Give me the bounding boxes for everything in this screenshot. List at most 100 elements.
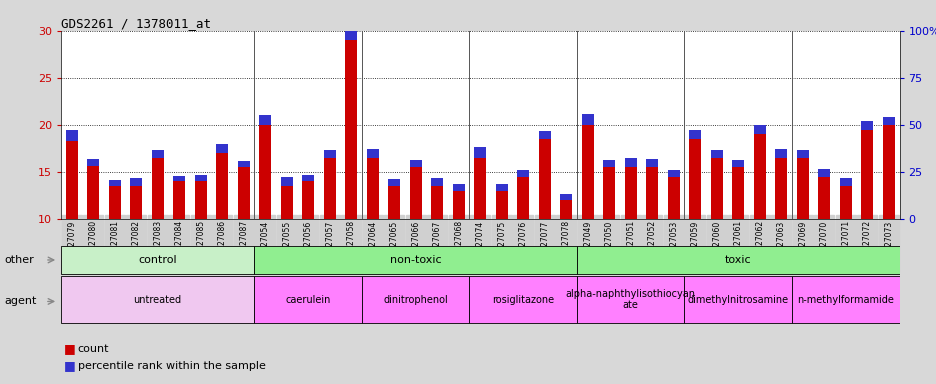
Bar [817,177,829,219]
Text: other: other [5,255,35,265]
Bar [259,115,271,125]
Text: percentile rank within the sample: percentile rank within the sample [78,361,266,371]
Bar [860,129,872,219]
Bar [238,167,249,219]
Bar [61,247,255,274]
Bar [577,247,899,274]
Bar [753,134,765,219]
Bar [753,125,765,134]
Text: non-toxic: non-toxic [389,255,441,265]
Bar [667,177,679,219]
Bar [581,114,593,125]
Bar [66,129,78,141]
Bar [667,170,679,177]
Bar [255,276,361,323]
Bar [216,144,227,153]
Bar [882,125,894,219]
Text: GDS2261 / 1378011_at: GDS2261 / 1378011_at [61,17,211,30]
Bar [689,131,700,139]
Bar [774,149,786,158]
Text: untreated: untreated [134,295,182,305]
Bar [710,150,722,158]
Bar [87,159,99,166]
Bar [344,40,357,219]
Bar [817,169,829,177]
Bar [517,170,529,177]
Text: rosiglitazone: rosiglitazone [491,295,554,305]
Bar [302,175,314,181]
Bar [366,149,378,158]
Bar [517,177,529,219]
Bar [732,167,743,219]
Bar [281,177,292,186]
Text: count: count [78,344,110,354]
Bar [495,191,507,219]
Bar [195,181,206,219]
Bar [195,175,206,181]
Bar [646,159,657,167]
Bar [710,158,722,219]
Text: control: control [139,255,177,265]
Bar [839,179,851,186]
Bar [366,158,378,219]
Bar [361,276,469,323]
Bar [344,26,357,40]
Bar [860,121,872,129]
Bar [216,153,227,219]
Bar [66,141,78,219]
Text: n-methylformamide: n-methylformamide [797,295,893,305]
Text: agent: agent [5,296,37,306]
Bar [624,167,636,219]
Bar [603,160,615,167]
Bar [774,158,786,219]
Bar [624,158,636,167]
Bar [388,179,400,186]
Bar [646,167,657,219]
Text: caerulein: caerulein [285,295,330,305]
Bar [495,184,507,191]
Bar [259,125,271,219]
Bar [255,247,577,274]
Bar [173,175,185,181]
Bar [324,150,335,158]
Bar [538,139,550,219]
Bar [238,162,249,167]
Bar [130,179,142,186]
Bar [281,186,292,219]
Bar [409,167,421,219]
Bar [538,131,550,139]
Bar [882,117,894,125]
Text: dinitrophenol: dinitrophenol [383,295,447,305]
Bar [796,158,808,219]
Bar [409,160,421,167]
Bar [603,167,615,219]
Bar [61,276,255,323]
Bar [431,186,443,219]
Bar [302,181,314,219]
Bar [452,184,464,191]
Bar [791,276,899,323]
Bar [560,200,572,219]
Bar [684,276,791,323]
Bar [581,125,593,219]
Text: alpha-naphthylisothiocyan
ate: alpha-naphthylisothiocyan ate [565,289,695,310]
Text: ■: ■ [64,359,76,372]
Bar [152,150,164,158]
Bar [87,166,99,219]
Bar [796,150,808,158]
Bar [109,186,121,219]
Bar [173,181,185,219]
Bar [469,276,577,323]
Bar [431,179,443,186]
Text: ■: ■ [64,342,76,355]
Bar [109,180,121,186]
Bar [130,186,142,219]
Bar [474,147,486,158]
Text: toxic: toxic [724,255,751,265]
Text: dimethylnitrosamine: dimethylnitrosamine [687,295,788,305]
Bar [839,186,851,219]
Bar [689,139,700,219]
Bar [152,158,164,219]
Bar [474,158,486,219]
Bar [560,194,572,200]
